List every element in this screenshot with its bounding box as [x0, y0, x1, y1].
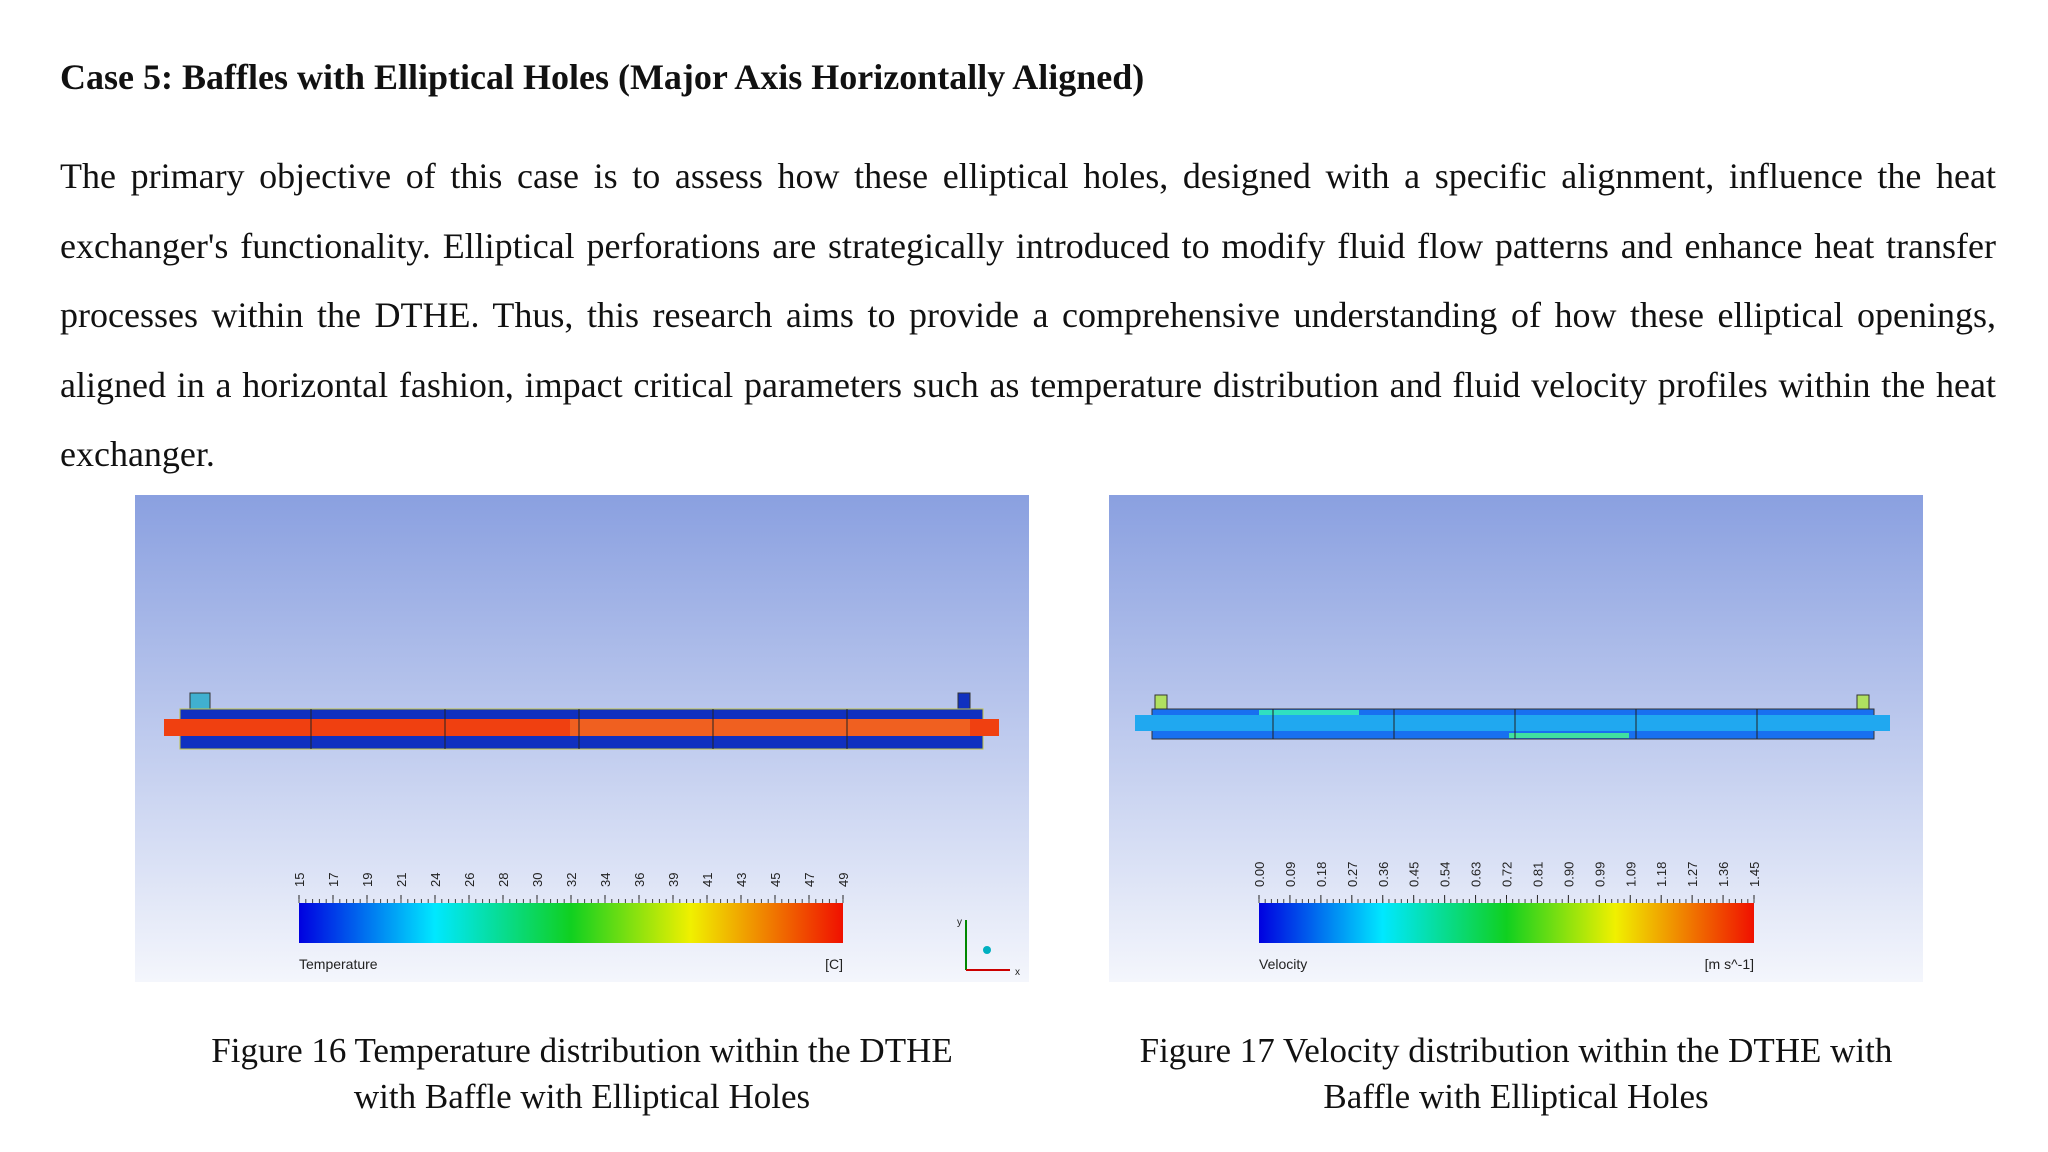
legend-tick-label: 0.90 [1561, 862, 1576, 887]
legend-tick-label: 0.99 [1592, 862, 1607, 887]
legend-tick-label: 21 [394, 873, 409, 887]
legend-tick-label: 43 [734, 873, 749, 887]
legend-tick-label: 32 [564, 873, 579, 887]
legend-tick-label: 15 [292, 873, 307, 887]
caption-line: Baffle with Elliptical Holes [1323, 1077, 1709, 1116]
legend-tick-label: 1.18 [1654, 862, 1669, 887]
legend-tick-label: 0.54 [1438, 862, 1453, 887]
legend-tick-label: 19 [360, 873, 375, 887]
legend-tick-label: 17 [326, 873, 341, 887]
caption-line: Figure 17 Velocity distribution within t… [1139, 1031, 1893, 1070]
legend-tick-label: 24 [428, 873, 443, 887]
axis-label: x [1015, 967, 1020, 978]
legend-title: Velocity [1259, 956, 1307, 972]
legend-tick-label: 0.27 [1345, 862, 1360, 887]
legend-tick-label: 0.45 [1407, 862, 1422, 887]
legend-tick-label: 0.18 [1314, 862, 1329, 887]
caption-line: Figure 16 Temperature distribution withi… [211, 1031, 953, 1070]
legend-tick-label: 30 [530, 873, 545, 887]
legend-tick-label: 36 [632, 873, 647, 887]
legend-tick-label: 39 [666, 873, 681, 887]
legend-tick-label: 28 [496, 873, 511, 887]
legend-tick-label: 0.00 [1252, 862, 1267, 887]
legend-tick-label: 0.63 [1469, 862, 1484, 887]
axis-label: y [957, 917, 962, 928]
legend-unit: [C] [825, 956, 843, 972]
figure-image: Velocity [m s^-1] 0.00 0.09 0.18 0.27 0.36 0.… [1109, 495, 1923, 982]
legend-tick-label: 47 [802, 873, 817, 887]
legend-tick-label: 0.81 [1530, 862, 1545, 887]
legend-tick-label: 1.27 [1685, 862, 1700, 887]
legend-unit: [m s^-1] [1705, 956, 1754, 972]
legend-tick-label: 0.72 [1500, 862, 1515, 887]
figure-image: y x Temperature [C] 15 17 19 21 24 26 28 30 32 34… [135, 495, 1029, 982]
heading: Case 5: Baffles with Elliptical Holes (M… [60, 57, 1145, 97]
legend-tick-label: 41 [700, 873, 715, 887]
legend-tick-label: 45 [768, 873, 783, 887]
legend-tick-label: 0.09 [1283, 862, 1298, 887]
figure-caption: Figure 17 Velocity distribution within t… [1080, 1028, 1952, 1120]
legend-tick-label: 26 [462, 873, 477, 887]
caption-line: with Baffle with Elliptical Holes [353, 1077, 811, 1116]
legend-tick-label: 49 [836, 873, 851, 887]
legend-title: Temperature [299, 956, 378, 972]
legend-tick-label: 1.09 [1623, 862, 1638, 887]
legend-tick-label: 1.45 [1747, 862, 1762, 887]
legend-tick-label: 1.36 [1716, 862, 1731, 887]
figure-caption: Figure 16 Temperature distribution withi… [135, 1028, 1029, 1120]
legend-tick-label: 0.36 [1376, 862, 1391, 887]
legend-tick-label: 34 [598, 873, 613, 887]
paragraph: The primary objective of this case is to… [60, 156, 1996, 474]
